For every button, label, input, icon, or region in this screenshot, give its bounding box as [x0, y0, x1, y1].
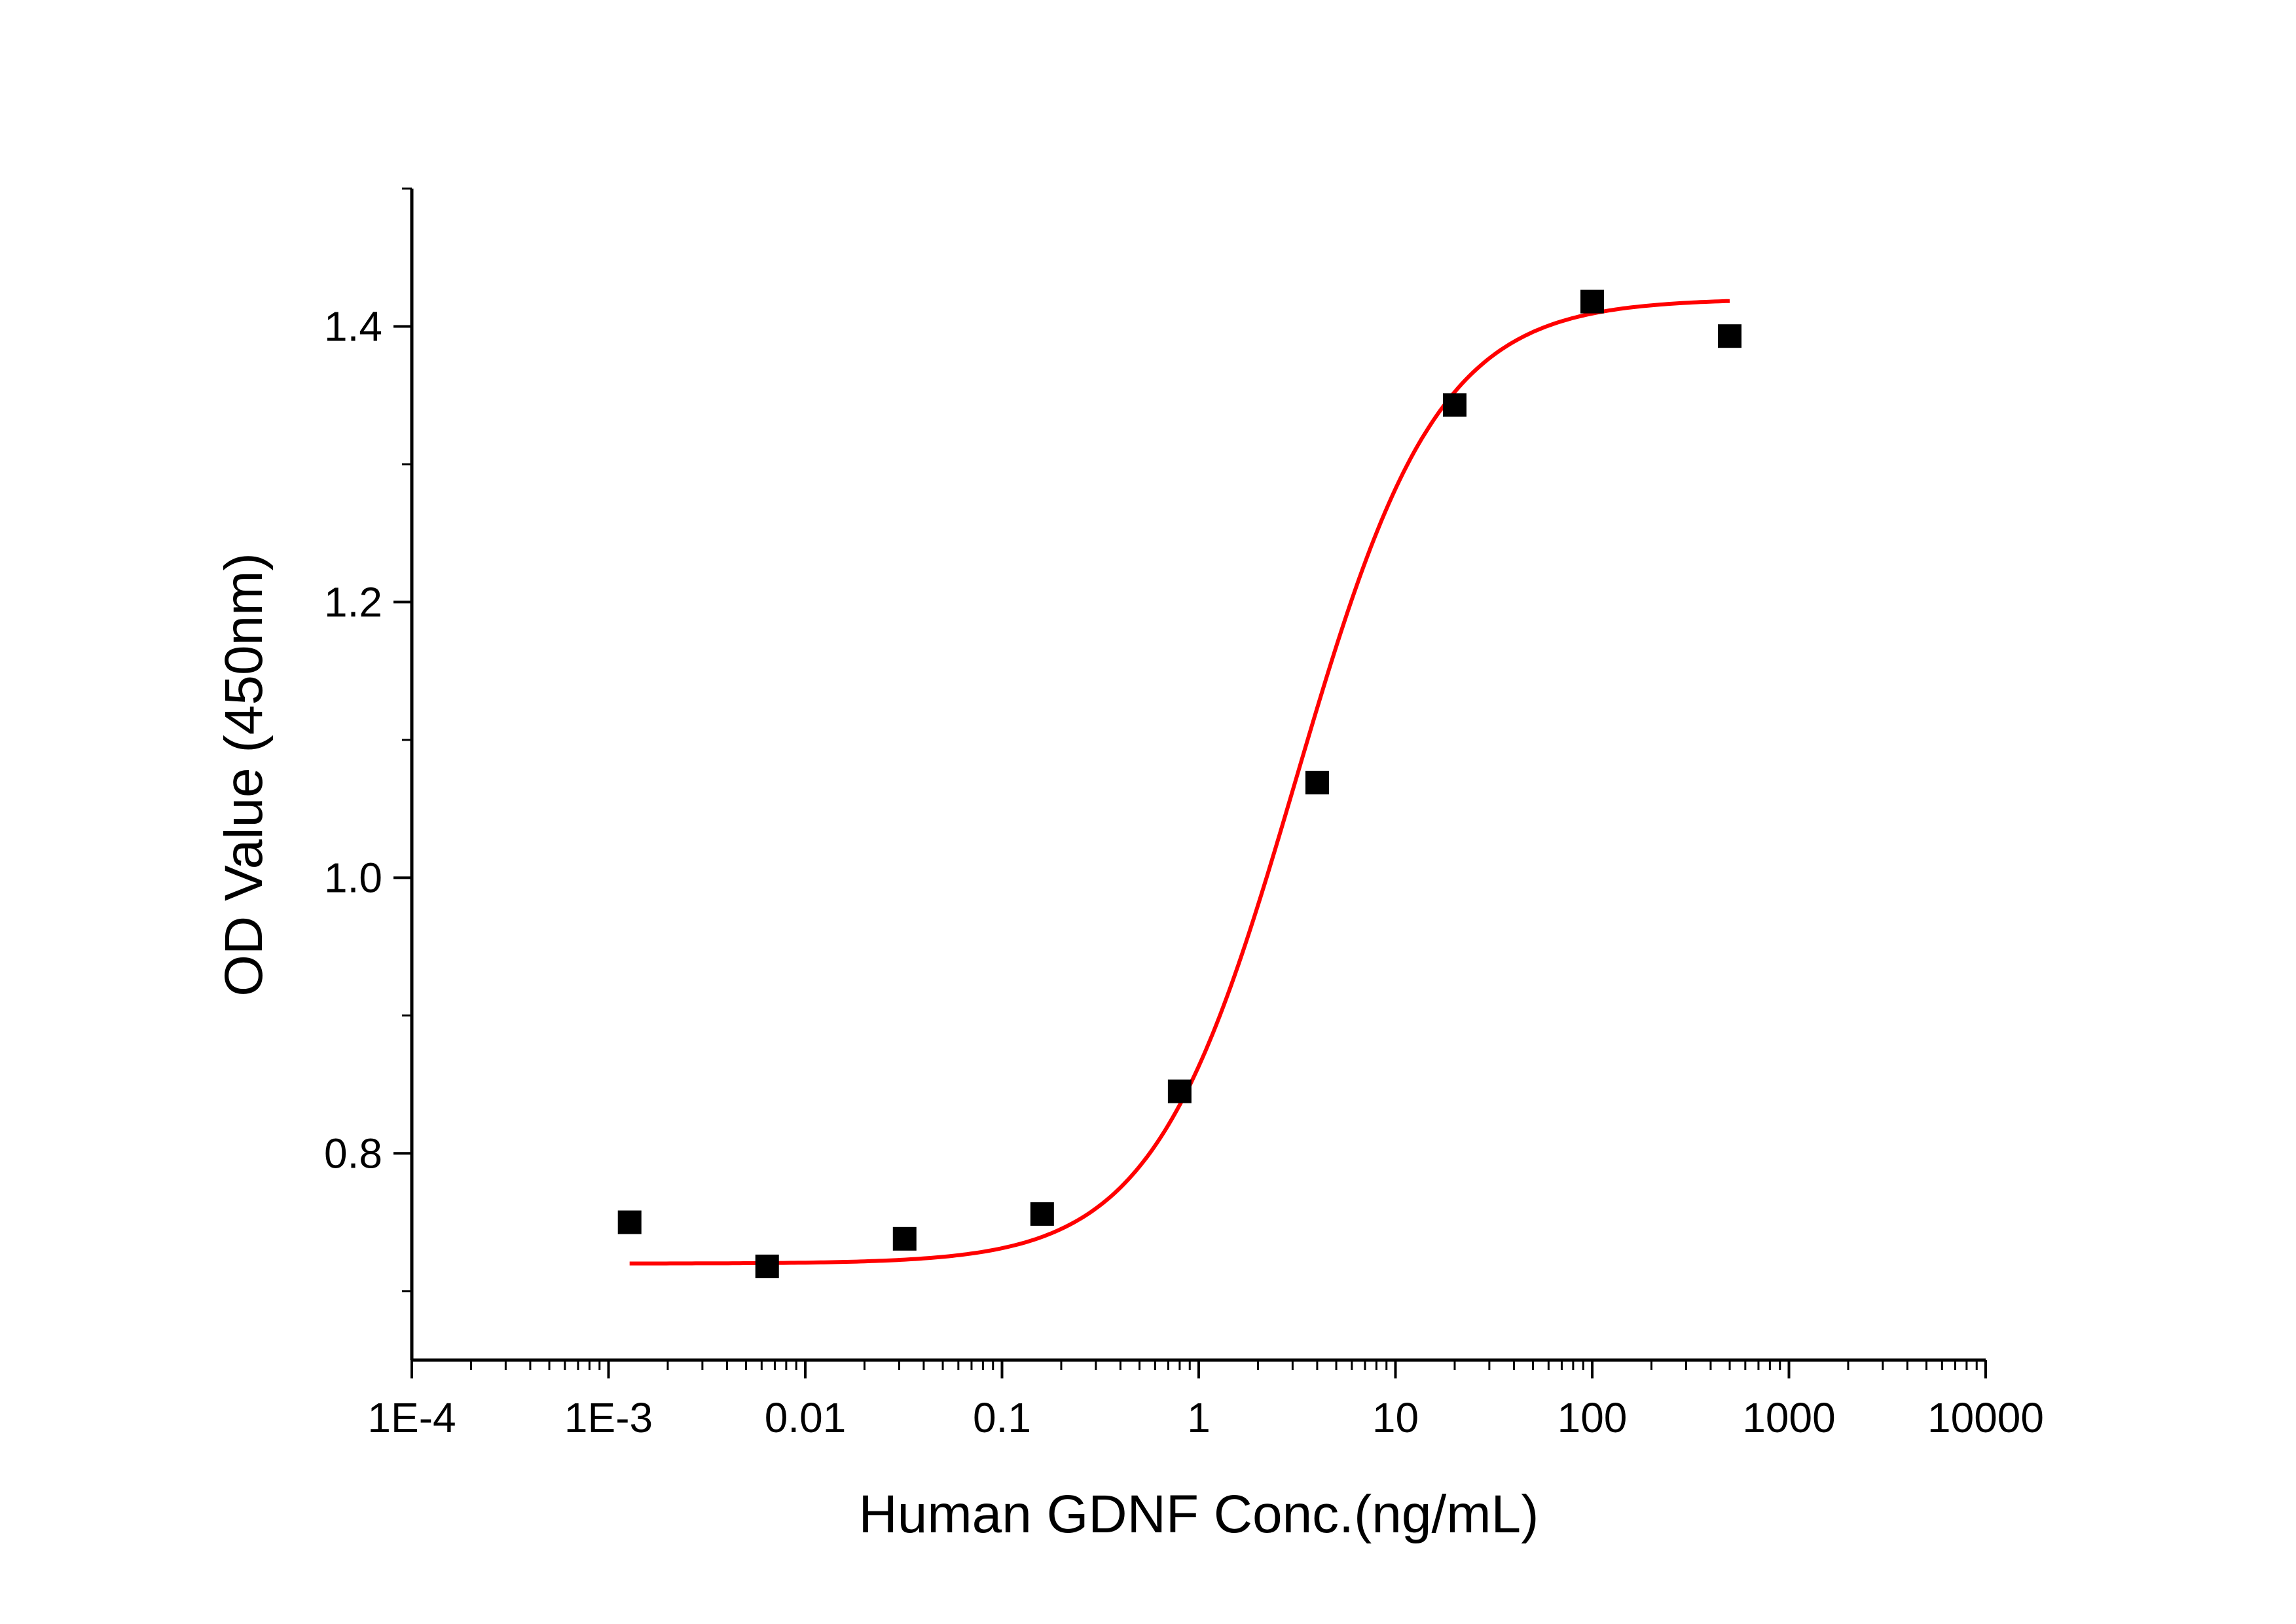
x-tick-label: 1000: [1742, 1394, 1835, 1441]
data-point: [1030, 1202, 1054, 1226]
data-point: [892, 1227, 917, 1251]
data-point: [1442, 393, 1467, 417]
data-points: [617, 289, 1742, 1278]
x-tick-label: 10: [1372, 1394, 1419, 1441]
data-point: [1580, 289, 1604, 314]
fit-curve: [629, 299, 1730, 1266]
x-tick-label: 100: [1558, 1394, 1628, 1441]
data-point: [1167, 1079, 1192, 1103]
x-tick-label: 1: [1187, 1394, 1211, 1441]
y-tick-label: 1.0: [324, 854, 382, 901]
axes: 1E-4 1E-3 0.01 0.1 1 10 100 1000 10000 0.8 1.0 1.2 1…: [324, 187, 2044, 1441]
x-tick-label: 1E-4: [367, 1394, 456, 1441]
y-axis-title: OD Value (450nm): [214, 553, 274, 997]
y-tick-label: 0.8: [324, 1130, 382, 1177]
x-tick-label: 0.01: [765, 1394, 847, 1441]
data-point: [617, 1210, 642, 1234]
x-tick-label: 1E-3: [564, 1394, 653, 1441]
y-tick-label: 1.4: [324, 303, 382, 350]
x-tick-label: 10000: [1927, 1394, 2044, 1441]
data-point: [1718, 324, 1742, 348]
x-tick-label: 0.1: [973, 1394, 1031, 1441]
x-axis-title: Human GDNF Conc.(ng/mL): [859, 1485, 1539, 1544]
y-tick-label: 1.2: [324, 578, 382, 625]
data-point: [1305, 771, 1329, 795]
data-point: [755, 1254, 779, 1278]
